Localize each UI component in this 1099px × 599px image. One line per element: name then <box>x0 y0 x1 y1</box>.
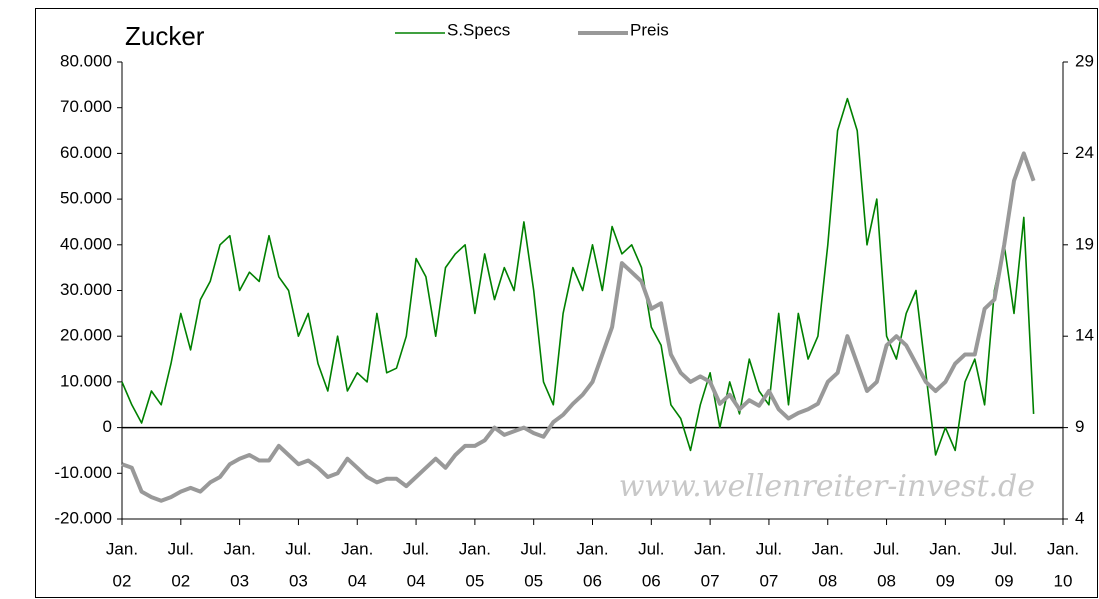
y-tick-label: 70.000 <box>60 97 112 116</box>
x-tick-label: 03 <box>289 571 308 590</box>
series-line <box>121 97 1035 456</box>
x-tick-label: 04 <box>348 571 367 590</box>
y-tick-label: 10.000 <box>60 371 112 390</box>
y2-tick-label: 4 <box>1075 508 1084 527</box>
y-tick-label: 40.000 <box>60 234 112 253</box>
x-tick-label: Jul. <box>285 539 311 558</box>
x-tick-label: 06 <box>642 571 661 590</box>
x-tick-label: Jul. <box>756 539 782 558</box>
x-tick-label: Jul. <box>873 539 899 558</box>
x-tick-label: 06 <box>583 571 602 590</box>
y-tick-label: -10.000 <box>54 463 112 482</box>
chart-title: Zucker <box>125 21 205 51</box>
x-tick-label: Jan. <box>694 539 726 558</box>
x-tick-label: 09 <box>936 571 955 590</box>
y2-tick-label: 19 <box>1075 234 1094 253</box>
y-tick-label: 20.000 <box>60 326 112 345</box>
series-line <box>121 151 1036 503</box>
y-tick-label: 60.000 <box>60 143 112 162</box>
x-tick-label: 07 <box>701 571 720 590</box>
x-tick-label: 09 <box>995 571 1014 590</box>
y2-tick-label: 9 <box>1075 417 1084 436</box>
x-tick-label: Jan. <box>341 539 373 558</box>
y2-tick-label: 14 <box>1075 326 1094 345</box>
y-tick-label: 80.000 <box>60 51 112 70</box>
x-tick-label: 04 <box>407 571 426 590</box>
x-tick-label: 07 <box>759 571 778 590</box>
x-tick-label: Jan. <box>929 539 961 558</box>
x-tick-label: Jan. <box>1047 539 1079 558</box>
y-tick-label: 50.000 <box>60 189 112 208</box>
x-tick-label: 05 <box>465 571 484 590</box>
x-tick-label: 10 <box>1054 571 1073 590</box>
y-tick-label: 0 <box>103 417 112 436</box>
x-tick-label: 02 <box>171 571 190 590</box>
x-tick-label: Jan. <box>224 539 256 558</box>
x-tick-label: 08 <box>818 571 837 590</box>
x-tick-label: 08 <box>877 571 896 590</box>
y2-tick-label: 29 <box>1075 51 1094 70</box>
x-tick-label: Jan. <box>812 539 844 558</box>
watermark: www.wellenreiter-invest.de <box>619 469 1035 504</box>
legend-label: Preis <box>630 20 669 39</box>
y-tick-label: 30.000 <box>60 280 112 299</box>
x-tick-label: Jul. <box>520 539 546 558</box>
legend-label: S.Specs <box>447 20 510 39</box>
x-tick-label: 05 <box>524 571 543 590</box>
y-tick-label: -20.000 <box>54 508 112 527</box>
x-tick-label: Jan. <box>106 539 138 558</box>
x-tick-label: Jul. <box>991 539 1017 558</box>
x-tick-label: 02 <box>113 571 132 590</box>
chart-frame <box>35 8 1098 598</box>
y2-tick-label: 24 <box>1075 143 1094 162</box>
x-tick-label: 03 <box>230 571 249 590</box>
x-tick-label: Jan. <box>459 539 491 558</box>
x-tick-label: Jul. <box>403 539 429 558</box>
x-tick-label: Jul. <box>168 539 194 558</box>
x-tick-label: Jan. <box>576 539 608 558</box>
x-tick-label: Jul. <box>638 539 664 558</box>
